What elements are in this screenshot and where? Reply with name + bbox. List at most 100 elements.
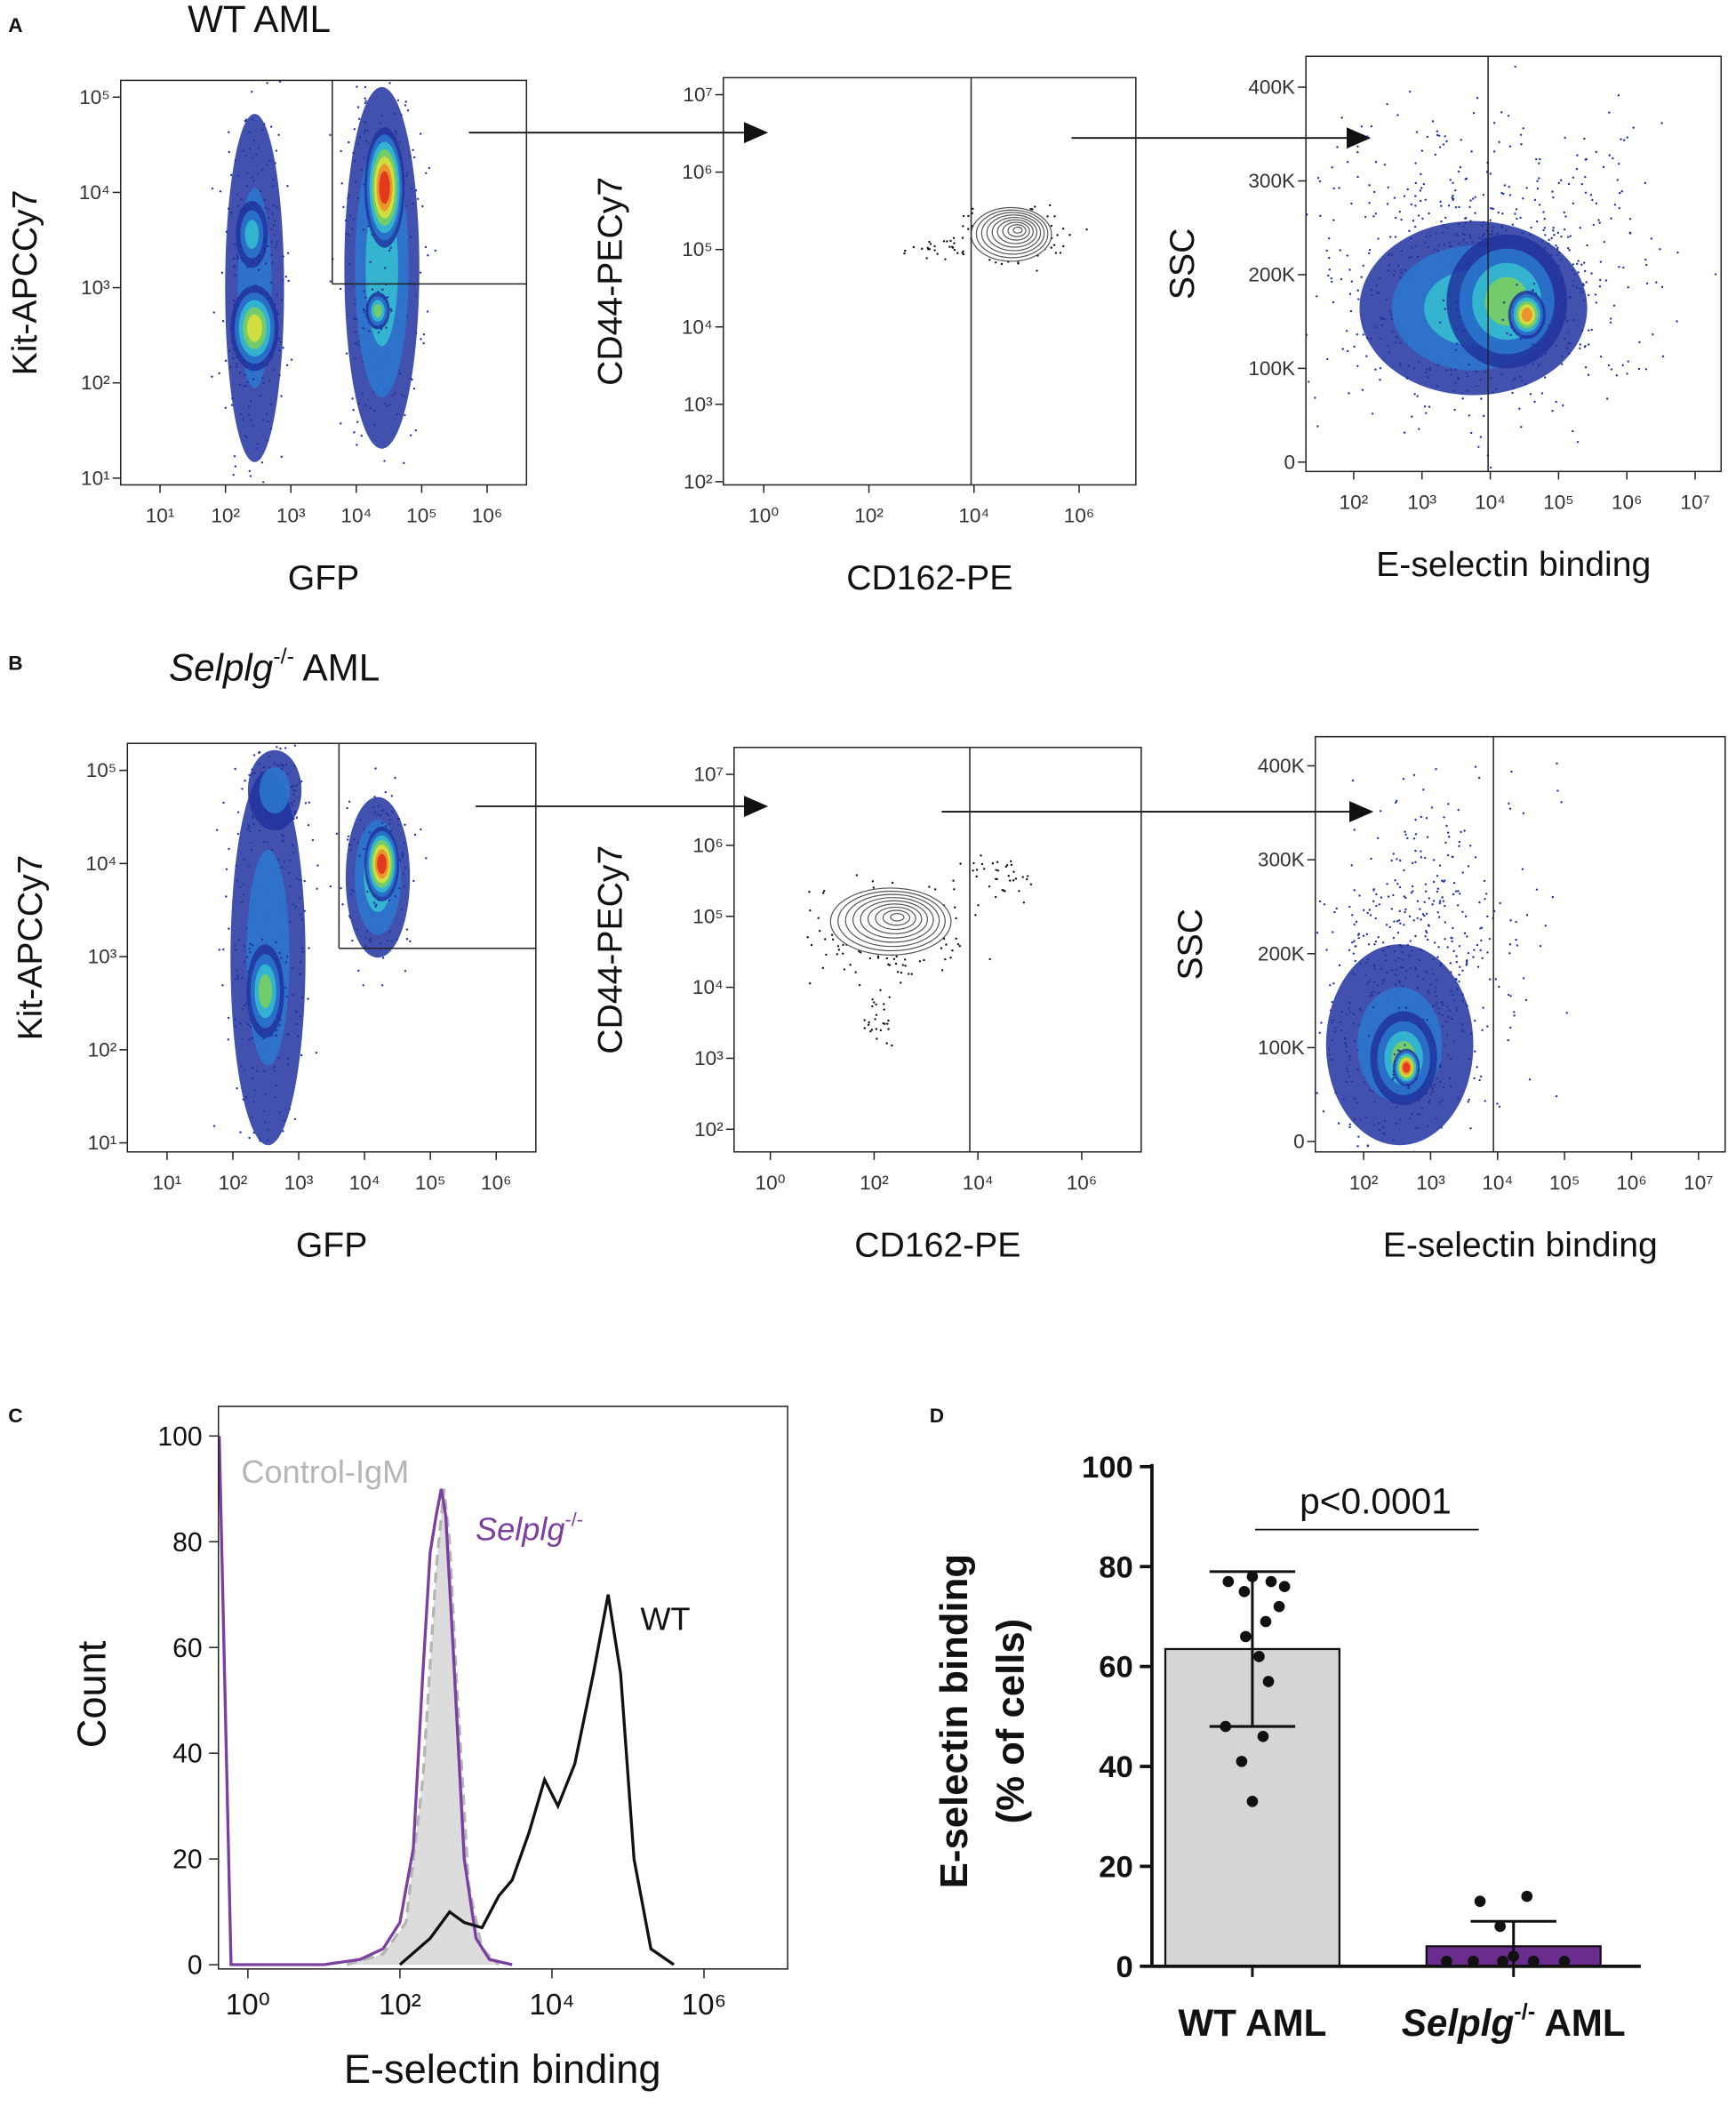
contour-line — [844, 893, 940, 948]
event-dot — [1489, 172, 1492, 175]
event-dot — [1318, 900, 1322, 903]
event-dot — [390, 309, 393, 312]
event-dot — [236, 1087, 238, 1090]
event-dot — [400, 908, 404, 911]
event-dot — [1484, 898, 1486, 901]
event-dot — [409, 940, 412, 943]
event-dot — [1348, 905, 1351, 909]
event-dot — [1518, 407, 1521, 410]
event-dot — [1544, 234, 1547, 236]
event-dot — [394, 130, 396, 132]
event-dot — [875, 1028, 877, 1030]
event-dot — [1461, 397, 1464, 400]
y-tick-label: 10¹ — [81, 467, 110, 489]
y-tick-label: 10⁵ — [692, 905, 723, 927]
event-dot — [1556, 248, 1559, 251]
event-dot — [1538, 204, 1541, 206]
event-dot — [1452, 881, 1456, 885]
event-dot — [921, 247, 924, 251]
event-dot — [215, 829, 219, 831]
event-dot — [382, 809, 385, 812]
event-dot — [1480, 939, 1483, 942]
event-dot — [1316, 1092, 1319, 1094]
event-dot — [1406, 837, 1409, 840]
event-dot — [1450, 373, 1452, 376]
event-dot — [1481, 224, 1484, 227]
event-dot — [1511, 223, 1515, 226]
event-dot — [1426, 836, 1429, 838]
y-tick-label: 40 — [1099, 1750, 1133, 1784]
event-dot — [944, 957, 947, 961]
event-dot — [1434, 1155, 1436, 1157]
x-tick-label: 10⁰ — [756, 1172, 786, 1194]
event-dot — [894, 962, 898, 965]
event-dot — [417, 197, 420, 200]
event-dot — [1407, 1166, 1409, 1168]
event-dot — [1492, 226, 1494, 228]
event-dot — [1420, 149, 1424, 152]
event-dot — [360, 35, 362, 36]
event-dot — [380, 984, 384, 987]
event-dot — [422, 341, 425, 345]
event-dot — [1528, 1078, 1532, 1081]
event-dot — [279, 340, 283, 344]
event-dot — [1411, 885, 1414, 888]
event-dot — [868, 1021, 870, 1024]
event-dot — [250, 726, 252, 728]
event-dot — [1447, 204, 1451, 207]
event-dot — [1566, 319, 1569, 323]
event-dot — [1425, 890, 1428, 893]
event-dot — [1022, 901, 1026, 904]
event-dot — [286, 955, 289, 958]
event-dot — [1012, 870, 1015, 873]
event-dot — [1436, 956, 1439, 958]
x-tick-label: 10² — [211, 505, 240, 527]
event-dot — [1354, 945, 1357, 948]
event-dot — [896, 971, 900, 973]
event-dot — [236, 363, 238, 365]
event-dot — [1425, 912, 1428, 916]
event-dot — [388, 249, 391, 252]
event-dot — [364, 100, 367, 102]
plot-frame — [218, 1405, 788, 1970]
event-dot — [300, 780, 303, 783]
plot-frame — [1305, 55, 1723, 473]
y-tick-label: 10⁷ — [683, 84, 712, 106]
event-dot — [1414, 861, 1417, 864]
event-dot — [228, 847, 230, 851]
event-dot — [375, 903, 378, 907]
event-dot — [925, 257, 928, 260]
event-dot — [1346, 349, 1349, 353]
event-dot — [1463, 932, 1467, 935]
event-dot — [1374, 212, 1377, 215]
event-dot — [1492, 150, 1496, 153]
event-dot — [1567, 296, 1571, 299]
event-dot — [904, 965, 907, 967]
event-dot — [233, 455, 236, 458]
event-dot — [1508, 807, 1512, 810]
event-dot — [293, 744, 297, 747]
event-dot — [1054, 252, 1058, 254]
event-dot — [1403, 924, 1405, 926]
event-dot — [863, 1019, 866, 1021]
event-dot — [1455, 342, 1459, 345]
event-dot — [879, 989, 882, 991]
event-dot — [1602, 165, 1605, 169]
x-tick-label: 10⁰ — [748, 505, 779, 527]
event-dot — [280, 455, 283, 459]
event-dot — [818, 930, 821, 933]
event-dot — [1319, 214, 1322, 218]
y-tick-label: 300K — [1248, 170, 1295, 192]
event-dot — [1599, 356, 1603, 358]
event-dot — [1551, 409, 1554, 412]
event-dot — [1350, 280, 1354, 283]
event-dot — [1627, 285, 1629, 289]
event-dot — [1378, 903, 1380, 906]
event-dot — [1502, 192, 1505, 196]
x-tick-label: 10² — [854, 505, 884, 527]
event-dot — [1374, 917, 1377, 920]
event-dot — [383, 267, 387, 269]
event-dot — [1396, 1105, 1398, 1109]
event-dot — [1356, 1145, 1359, 1148]
event-dot — [1501, 212, 1504, 215]
